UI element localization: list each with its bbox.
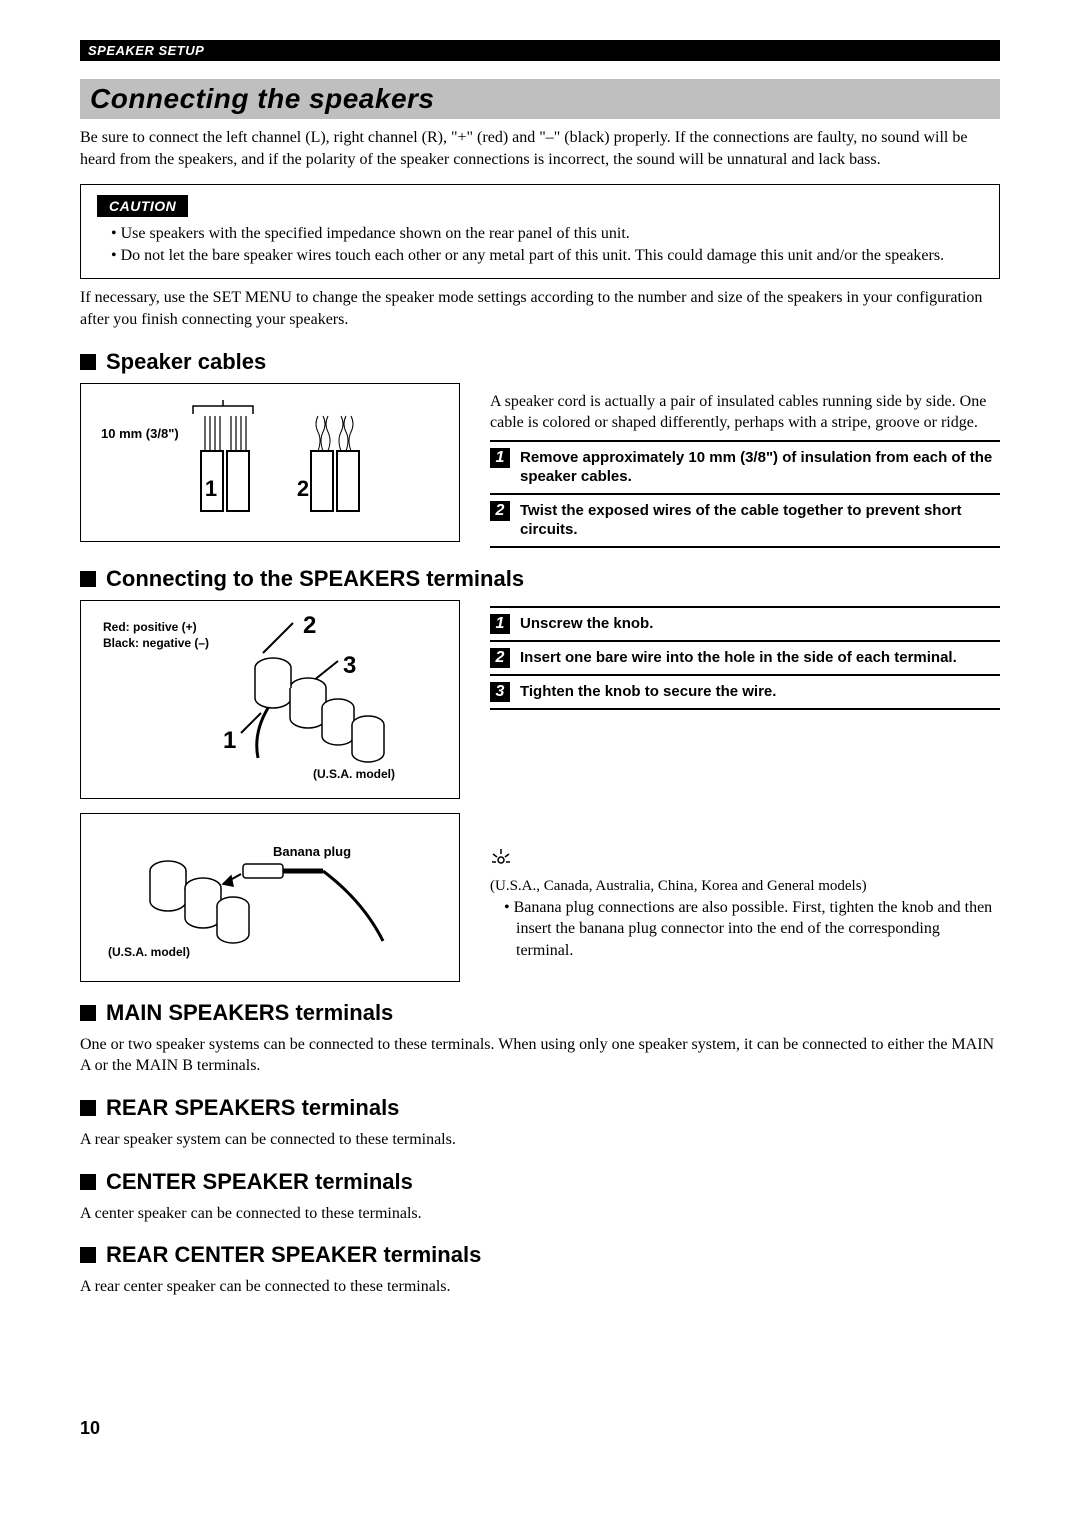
page-title: Connecting the speakers <box>80 79 1000 119</box>
step-text: Tighten the knob to secure the wire. <box>520 682 1000 702</box>
header-bar: SPEAKER SETUP <box>80 40 1000 61</box>
heading-text: Speaker cables <box>106 349 266 374</box>
heading-rear-terminals: REAR SPEAKERS terminals <box>80 1095 1000 1121</box>
step-text: Remove approximately 10 mm (3/8") of ins… <box>520 448 1000 487</box>
caution-item: Do not let the bare speaker wires touch … <box>111 245 983 267</box>
svg-text:(U.S.A. model): (U.S.A. model) <box>313 767 395 781</box>
heading-rear-center-terminals: REAR CENTER SPEAKER terminals <box>80 1242 1000 1268</box>
heading-text: Connecting to the SPEAKERS terminals <box>106 566 524 591</box>
page-number: 10 <box>80 1418 1000 1439</box>
svg-text:(U.S.A. model): (U.S.A. model) <box>108 945 190 959</box>
step-number-icon: 1 <box>490 448 510 468</box>
step-text: Insert one bare wire into the hole in th… <box>520 648 1000 668</box>
step-number-icon: 2 <box>490 648 510 668</box>
heading-speaker-cables: Speaker cables <box>80 349 1000 375</box>
center-terminals-text: A center speaker can be connected to the… <box>80 1203 1000 1225</box>
intro-text: Be sure to connect the left channel (L),… <box>80 127 1000 170</box>
heading-text: CENTER SPEAKER terminals <box>106 1169 413 1194</box>
caution-item: Use speakers with the specified impedanc… <box>111 223 983 245</box>
hint-models: (U.S.A., Canada, Australia, China, Korea… <box>490 878 1000 895</box>
step-row: 2 Insert one bare wire into the hole in … <box>490 640 1000 674</box>
svg-text:10 mm (3/8"): 10 mm (3/8") <box>101 426 179 441</box>
step-number-icon: 1 <box>490 614 510 634</box>
step-row: 1 Remove approximately 10 mm (3/8") of i… <box>490 440 1000 493</box>
heading-connecting-terminals: Connecting to the SPEAKERS terminals <box>80 566 1000 592</box>
svg-text:2: 2 <box>303 613 316 639</box>
rear-center-terminals-text: A rear center speaker can be connected t… <box>80 1276 1000 1298</box>
svg-text:2: 2 <box>297 476 309 501</box>
svg-text:Red: positive (+): Red: positive (+) <box>103 620 197 634</box>
caution-box: CAUTION Use speakers with the specified … <box>80 184 1000 279</box>
step-row: 1 Unscrew the knob. <box>490 606 1000 640</box>
hint-text: Banana plug connections are also possibl… <box>504 897 1000 962</box>
caution-label: CAUTION <box>97 195 188 217</box>
step-text: Unscrew the knob. <box>520 614 1000 634</box>
post-caution-text: If necessary, use the SET MENU to change… <box>80 287 1000 330</box>
hint-icon <box>490 847 1000 874</box>
svg-text:1: 1 <box>205 476 217 501</box>
heading-text: MAIN SPEAKERS terminals <box>106 1000 393 1025</box>
svg-text:3: 3 <box>343 652 356 679</box>
svg-text:Banana plug: Banana plug <box>273 844 351 859</box>
main-terminals-text: One or two speaker systems can be connec… <box>80 1034 1000 1077</box>
step-text: Twist the exposed wires of the cable tog… <box>520 501 1000 540</box>
figure-terminals: Red: positive (+) Black: negative (–) 2 … <box>80 600 460 799</box>
figure-banana-plug: Banana plug (U.S.A. model) <box>80 813 460 982</box>
heading-main-terminals: MAIN SPEAKERS terminals <box>80 1000 1000 1026</box>
rear-terminals-text: A rear speaker system can be connected t… <box>80 1129 1000 1151</box>
figure-speaker-cables: 10 mm (3/8") 1 <box>80 383 460 542</box>
svg-text:1: 1 <box>223 727 236 754</box>
heading-center-terminals: CENTER SPEAKER terminals <box>80 1169 1000 1195</box>
speaker-cables-desc: A speaker cord is actually a pair of ins… <box>490 391 1000 434</box>
step-row: 3 Tighten the knob to secure the wire. <box>490 674 1000 710</box>
svg-text:Black: negative (–): Black: negative (–) <box>103 636 209 650</box>
step-number-icon: 2 <box>490 501 510 521</box>
heading-text: REAR SPEAKERS terminals <box>106 1095 399 1120</box>
step-row: 2 Twist the exposed wires of the cable t… <box>490 493 1000 548</box>
heading-text: REAR CENTER SPEAKER terminals <box>106 1242 481 1267</box>
step-number-icon: 3 <box>490 682 510 702</box>
